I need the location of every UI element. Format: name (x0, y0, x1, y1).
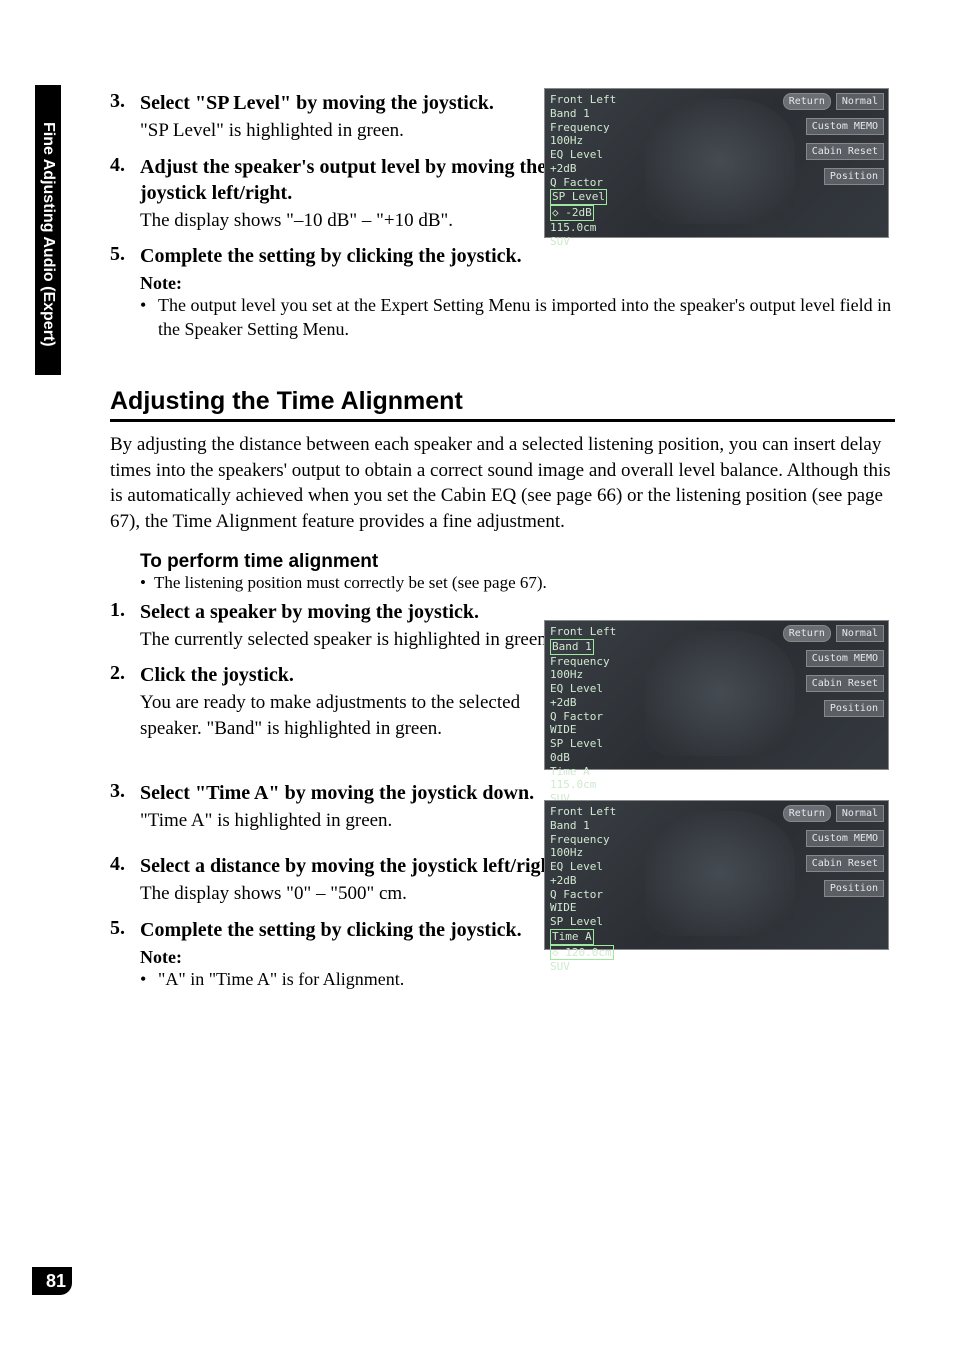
step-subtext: "SP Level" is highlighted in green. (140, 118, 580, 144)
ui-screenshot: Front Left Band 1 Frequency 100Hz EQ Lev… (544, 88, 889, 238)
note-text: The output level you set at the Expert S… (158, 294, 895, 341)
osd-sp-lbl-highlighted: SP Level (550, 189, 607, 205)
cabin-reset-button[interactable]: Cabin Reset (806, 143, 884, 160)
ui-screenshot: Front Left Band 1 Frequency 100Hz EQ Lev… (544, 620, 889, 770)
osd-eq-val: +2dB (550, 874, 635, 888)
position-button[interactable]: Position (824, 880, 884, 897)
cabin-reset-button[interactable]: Cabin Reset (806, 675, 884, 692)
osd-sp-val-highlighted: ◇ -2dB (550, 205, 594, 221)
step-title: Complete the setting by clicking the joy… (140, 917, 522, 943)
osd-freq-lbl: Frequency (550, 655, 635, 669)
step-number: 5. (110, 917, 140, 940)
step-subtext: The display shows "–10 dB" – "+10 dB". (140, 208, 580, 234)
osd-freq-val: 100Hz (550, 668, 635, 682)
note-text: "A" in "Time A" is for Alignment. (158, 968, 404, 991)
osd-ta-val: 115.0cm (550, 221, 635, 235)
return-button[interactable]: Return (783, 805, 831, 822)
step-title: Adjust the speaker's output level by mov… (140, 154, 580, 206)
osd-band-highlighted: Band 1 (550, 639, 594, 655)
note-bullet: • The output level you set at the Expert… (140, 294, 895, 341)
osd-buttons: Return Normal Custom MEMO Cabin Reset Po… (783, 93, 884, 185)
normal-button[interactable]: Normal (836, 805, 884, 822)
osd-eq-lbl: EQ Level (550, 682, 635, 696)
step-title: Select "SP Level" by moving the joystick… (140, 90, 494, 116)
step-number: 4. (110, 853, 140, 876)
subheading: To perform time alignment (140, 551, 895, 573)
step-subtext: The currently selected speaker is highli… (140, 627, 580, 653)
osd-eq-val: +2dB (550, 696, 635, 710)
section-intro: By adjusting the distance between each s… (110, 432, 895, 535)
osd-eq-lbl: EQ Level (550, 860, 635, 874)
step-title: Select "Time A" by moving the joystick d… (140, 780, 534, 806)
sidebar-tab: Fine Adjusting Audio (Expert) (35, 85, 61, 375)
osd-panel: Front Left Band 1 Frequency 100Hz EQ Lev… (550, 625, 635, 806)
step-number: 3. (110, 90, 140, 113)
ui-screenshot: Front Left Band 1 Frequency 100Hz EQ Lev… (544, 800, 889, 950)
step-number: 1. (110, 599, 140, 622)
osd-suv: SUV (550, 960, 635, 974)
custom-memo-button[interactable]: Custom MEMO (806, 830, 884, 847)
osd-q-val: WIDE (550, 723, 635, 737)
osd-title: Front Left (550, 93, 635, 107)
osd-ta-lbl-highlighted: Time A (550, 929, 594, 945)
osd-q-lbl: Q Factor (550, 176, 635, 190)
osd-freq-val: 100Hz (550, 134, 635, 148)
osd-freq-val: 100Hz (550, 846, 635, 860)
osd-sp-lbl: SP Level (550, 915, 635, 929)
sub-bullet-text: The listening position must correctly be… (154, 573, 547, 593)
step-subtext: "Time A" is highlighted in green. (140, 808, 580, 834)
note-label: Note: (140, 273, 895, 294)
osd-eq-lbl: EQ Level (550, 148, 635, 162)
osd-buttons: Return Normal Custom MEMO Cabin Reset Po… (783, 805, 884, 897)
position-button[interactable]: Position (824, 168, 884, 185)
custom-memo-button[interactable]: Custom MEMO (806, 650, 884, 667)
step-title: Click the joystick. (140, 662, 294, 688)
osd-q-lbl: Q Factor (550, 710, 635, 724)
position-button[interactable]: Position (824, 700, 884, 717)
cabin-reset-button[interactable]: Cabin Reset (806, 855, 884, 872)
osd-ta-val: 115.0cm (550, 778, 635, 792)
osd-sp-lbl: SP Level (550, 737, 635, 751)
osd-q-lbl: Q Factor (550, 888, 635, 902)
normal-button[interactable]: Normal (836, 625, 884, 642)
cabin-graphic (645, 811, 795, 936)
section-heading: Adjusting the Time Alignment (110, 387, 895, 422)
osd-title: Front Left (550, 625, 635, 639)
step-number: 3. (110, 780, 140, 803)
osd-freq-lbl: Frequency (550, 121, 635, 135)
sub-bullet: • The listening position must correctly … (140, 573, 895, 593)
step-subtext: The display shows "0" – "500" cm. (140, 881, 580, 907)
cabin-graphic (645, 99, 795, 224)
osd-ta-lbl: Time A (550, 765, 635, 779)
osd-ta-val-highlighted: ◇ 120.0cm (550, 945, 614, 961)
return-button[interactable]: Return (783, 93, 831, 110)
osd-band: Band 1 (550, 107, 635, 121)
osd-buttons: Return Normal Custom MEMO Cabin Reset Po… (783, 625, 884, 717)
osd-sp-val: 0dB (550, 751, 635, 765)
step-number: 4. (110, 154, 140, 177)
step-number: 2. (110, 662, 140, 685)
step-title: Complete the setting by clicking the joy… (140, 243, 522, 269)
cabin-graphic (645, 631, 795, 756)
osd-q-val: WIDE (550, 901, 635, 915)
osd-eq-val: +2dB (550, 162, 635, 176)
step-title: Select a distance by moving the joystick… (140, 853, 563, 879)
custom-memo-button[interactable]: Custom MEMO (806, 118, 884, 135)
return-button[interactable]: Return (783, 625, 831, 642)
step-subtext: You are ready to make adjustments to the… (140, 690, 580, 741)
osd-freq-lbl: Frequency (550, 833, 635, 847)
step-title: Select a speaker by moving the joystick. (140, 599, 479, 625)
osd-panel: Front Left Band 1 Frequency 100Hz EQ Lev… (550, 805, 635, 974)
page-number-badge: 81 (32, 1267, 72, 1295)
osd-band: Band 1 (550, 819, 635, 833)
osd-title: Front Left (550, 805, 635, 819)
osd-suv: SUV (550, 235, 635, 249)
step-number: 5. (110, 243, 140, 266)
osd-panel: Front Left Band 1 Frequency 100Hz EQ Lev… (550, 93, 635, 248)
note-bullet: • "A" in "Time A" is for Alignment. (140, 968, 895, 991)
normal-button[interactable]: Normal (836, 93, 884, 110)
